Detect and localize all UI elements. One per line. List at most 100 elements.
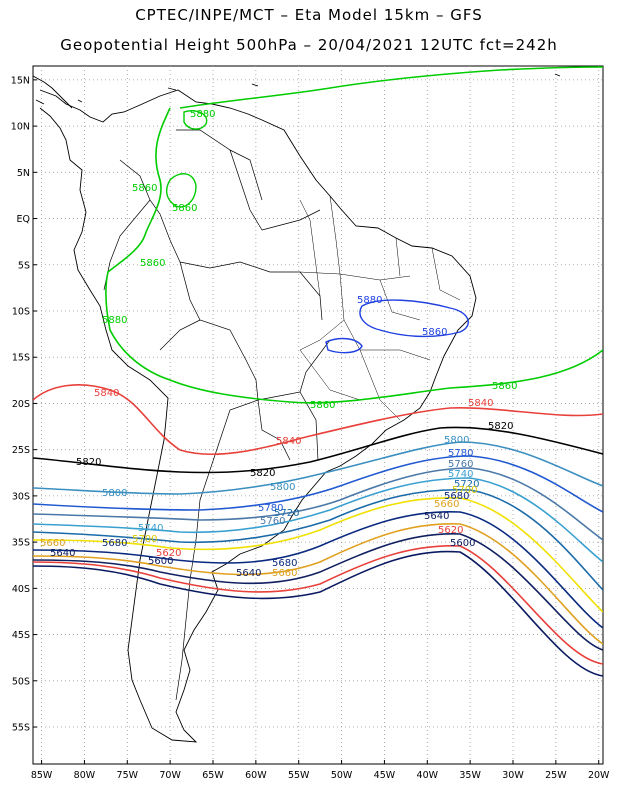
contour-label: 5620 — [438, 525, 463, 536]
contour-label: 5660 — [434, 499, 459, 510]
lat-tick-label: 40S — [12, 584, 30, 595]
state-borders — [299, 195, 461, 421]
contour-5620 — [33, 545, 603, 665]
contour-label: 5800 — [444, 435, 469, 446]
contour-label: 5680 — [272, 558, 297, 569]
contour-label: 5720 — [454, 479, 479, 490]
contour-label: 5860 — [422, 327, 447, 338]
contour-labels: 5880 5860 5860 5860 5880 5860 5860 5880 … — [40, 109, 517, 579]
lon-tick-label: 70W — [159, 770, 181, 781]
contour-label: 5640 — [50, 548, 75, 559]
contour-lines — [33, 66, 603, 677]
lat-tick-label: 55S — [12, 723, 30, 734]
map-frame — [32, 65, 604, 765]
lat-tick-label: 25S — [12, 445, 30, 456]
contour-label: 5640 — [236, 568, 261, 579]
contour-label: 5760 — [260, 516, 285, 527]
lat-tick-label: 15S — [12, 353, 30, 364]
lat-tick-label: 35S — [12, 538, 30, 549]
contour-label: 5680 — [444, 491, 469, 502]
longitude-labels: 85W 80W 75W 70W 65W 60W 55W 50W 45W 40W 35W 30W 25W 2… — [31, 760, 610, 781]
contour-5760 — [33, 467, 603, 541]
contour-green-top — [179, 66, 603, 109]
contour-label: 5860 — [492, 381, 517, 392]
contour-5780 — [33, 455, 603, 513]
contour-green-loop2 — [183, 110, 208, 130]
lat-tick-label: 30S — [12, 491, 30, 502]
contour-label: 5860 — [172, 203, 197, 214]
contour-label: 5620 — [156, 548, 181, 559]
map-title-line2: Geopotential Height 500hPa – 20/04/2021 … — [60, 36, 558, 54]
contour-label: 5740 — [448, 469, 473, 480]
contour-label: 5860 — [140, 258, 165, 269]
central-america-coastline — [33, 73, 561, 109]
lat-tick-label: 5N — [17, 168, 30, 179]
contour-5680 — [33, 511, 603, 629]
lon-tick-label: 20W — [588, 770, 610, 781]
lon-tick-label: 25W — [545, 770, 567, 781]
contour-label: 5800 — [270, 482, 295, 493]
contour-label: 5700 — [132, 534, 157, 545]
contour-label: 5600 — [450, 538, 475, 549]
contour-blue-ne1 — [359, 299, 469, 338]
lat-tick-label: 15N — [11, 75, 30, 86]
contour-label: 5740 — [138, 523, 163, 534]
contour-5720 — [33, 488, 603, 591]
latitude-labels: 15N 10N 5N EQ 5S 10S 15S 20S 25S 30S 35S 40S 45S 50S 5… — [11, 75, 37, 734]
contour-label: 5880 — [357, 295, 382, 306]
lon-tick-label: 75W — [117, 770, 139, 781]
contour-label: 5860 — [132, 183, 157, 194]
contour-label: 5760 — [448, 459, 473, 470]
contour-label: 5640 — [424, 511, 449, 522]
lat-tick-label: 45S — [12, 630, 30, 641]
contour-5740 — [33, 477, 603, 563]
map-title-line1: CPTEC/INPE/MCT – Eta Model 15km – GFS — [135, 6, 483, 24]
lon-tick-label: 60W — [245, 770, 267, 781]
contour-5800 — [33, 441, 603, 495]
lon-tick-label: 80W — [74, 770, 96, 781]
contour-label: 5840 — [276, 436, 301, 447]
contour-label: 5700 — [452, 485, 477, 496]
lon-tick-label: 45W — [374, 770, 396, 781]
contour-label: 5660 — [272, 568, 297, 579]
lon-tick-label: 35W — [459, 770, 481, 781]
contour-label: 5840 — [468, 398, 493, 409]
contour-label: 5660 — [40, 538, 65, 549]
contour-label: 5820 — [250, 468, 275, 479]
contour-5640 — [33, 533, 603, 651]
lon-tick-label: 65W — [202, 770, 224, 781]
lat-tick-label: 50S — [12, 676, 30, 687]
contour-green-loop1 — [165, 173, 197, 208]
lat-tick-label: 20S — [12, 399, 30, 410]
contour-label: 5720 — [274, 508, 299, 519]
contour-5700 — [33, 496, 603, 613]
contour-label: 5600 — [148, 556, 173, 567]
contour-label: 5820 — [76, 457, 101, 468]
contour-label: 5800 — [102, 488, 127, 499]
south-america-coastline — [39, 89, 477, 743]
contour-label: 5880 — [190, 109, 215, 120]
contour-label: 5860 — [310, 400, 335, 411]
lat-tick-label: 5S — [18, 260, 30, 271]
lon-tick-label: 40W — [417, 770, 439, 781]
contour-label: 5780 — [448, 448, 473, 459]
lat-tick-label: EQ — [17, 214, 30, 225]
contour-green-andes — [105, 107, 603, 404]
lon-tick-label: 55W — [288, 770, 310, 781]
contour-label: 5780 — [258, 503, 283, 514]
contour-5820 — [33, 426, 603, 474]
contour-label: 5880 — [102, 315, 127, 326]
contour-5660 — [33, 523, 603, 645]
contour-label: 5820 — [488, 421, 513, 432]
lon-tick-label: 85W — [31, 770, 53, 781]
contour-label: 5680 — [102, 538, 127, 549]
lon-tick-label: 50W — [331, 770, 353, 781]
lat-tick-label: 10S — [12, 306, 30, 317]
contour-label: 5840 — [94, 388, 119, 399]
contour-5600 — [33, 550, 603, 677]
contour-blue-ne2 — [325, 337, 363, 354]
contour-5840 — [33, 384, 603, 456]
lat-tick-label: 10N — [11, 122, 30, 133]
lon-tick-label: 30W — [502, 770, 524, 781]
